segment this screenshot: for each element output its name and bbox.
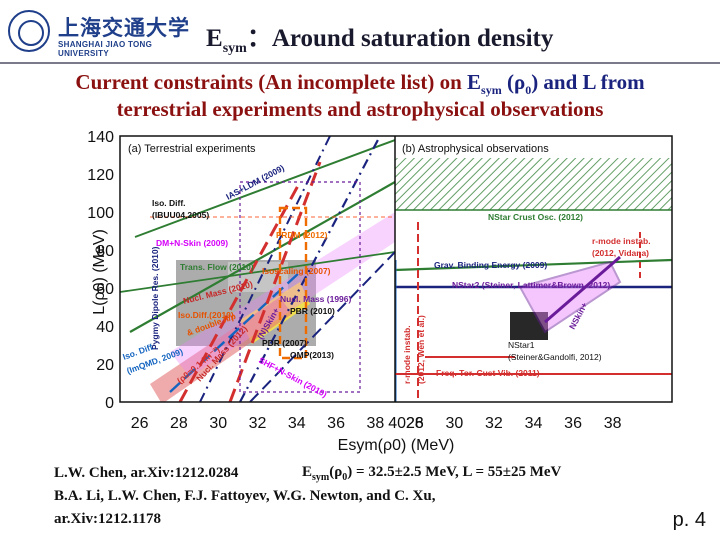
panel-b-title: (b) Astrophysical observations xyxy=(402,143,549,155)
x-tick-label: 36 xyxy=(327,415,345,432)
title-divider xyxy=(0,62,720,64)
crust-osc-band xyxy=(395,158,672,210)
logo-chinese-name: 上海交通大学 xyxy=(58,15,190,40)
label-nucl-mass-1996: Nucl. Mass (1996) xyxy=(280,294,352,304)
subtitle-line-2: terrestrial experiments and astrophysica… xyxy=(116,97,604,121)
label-frdm: FRDM (2012) xyxy=(276,230,328,240)
label-pdr-2007: PDR (2007) xyxy=(262,338,307,348)
y-tick-label: 80 xyxy=(96,243,114,260)
label-freq-tor: Freq. Tor. Cust Vib. (2011) xyxy=(436,368,540,378)
y-tick-label: 60 xyxy=(96,281,114,298)
label-nstar2: NStar2 (Steiner, Lattimer&Brown, 2012) xyxy=(452,280,610,290)
label-rmode-wen-ref: (2012, Wen et al.) xyxy=(416,315,426,384)
label-trans-flow: Trans. Flow (2010) xyxy=(180,262,254,272)
y-tick-label: 140 xyxy=(87,129,114,146)
x-tick-label: 4026 xyxy=(388,415,424,432)
label-isoscaling: Isoscaling (2007) xyxy=(262,266,331,276)
label-crust-osc: NStar Crust Osc. (2012) xyxy=(488,212,583,222)
x-tick-label: 30 xyxy=(445,415,463,432)
x-tick-label: 32 xyxy=(249,415,267,432)
label-ibuu04: (IBUU04,2005) xyxy=(152,210,209,220)
panel-b xyxy=(395,136,672,402)
x-tick-label: 26 xyxy=(131,415,149,432)
label-iso-diff: Iso. Diff. xyxy=(152,198,186,208)
constraint-figure: 0 20 40 60 80 100 120 140 26 28 30 32 34 36 38 28 30 32 3… xyxy=(87,129,673,454)
panel-a-title: (a) Terrestrial experiments xyxy=(128,143,256,155)
label-iso-diff-2010: Iso.Diff.(2010) xyxy=(178,310,234,320)
x-tick-label: 38 xyxy=(366,415,384,432)
label-rmode-vidana: r-mode instab. xyxy=(592,236,651,246)
label-nstar1: NStar1 xyxy=(508,340,535,350)
university-logo: 上海交通大学 SHANGHAI JIAO TONG UNIVERSITY xyxy=(8,10,198,58)
label-dm-nskin: DM+N-Skin (2009) xyxy=(156,238,228,248)
label-rmode-vidana-ref: (2012, Vidana) xyxy=(592,248,649,258)
y-tick-label: 120 xyxy=(87,167,114,184)
nstar1-box xyxy=(510,312,548,340)
reference-arxiv: ar.Xiv:1212.1178 xyxy=(54,511,161,527)
x-axis-label: Esym(ρ0) (MeV) xyxy=(338,437,455,454)
label-steiner-gandolfi: (Steiner&Gandolfi, 2012) xyxy=(508,352,602,362)
y-tick-label: 100 xyxy=(87,205,114,222)
y-axis-label: L(ρ0) (MeV) xyxy=(91,229,108,315)
label-pygmy-dipole: Pygmy Dipole Res. (2010) xyxy=(150,246,160,350)
logo-english-name: SHANGHAI JIAO TONG UNIVERSITY xyxy=(58,40,153,58)
panel-a xyxy=(120,136,395,402)
x-tick-label: 32 xyxy=(485,415,503,432)
reference-chen: L.W. Chen, ar.Xiv:1212.0284 xyxy=(54,465,239,481)
y-tick-label: 0 xyxy=(105,395,114,412)
x-tick-label: 28 xyxy=(406,415,424,432)
x-tick-label: 36 xyxy=(564,415,582,432)
y-tick-label: 40 xyxy=(96,319,114,336)
constraint-result: Esym(ρ0) = 32.5±2.5 MeV, L = 55±25 MeV xyxy=(302,464,562,483)
x-tick-label: 38 xyxy=(604,415,622,432)
label-grav-binding: Grav. Binding Energy (2009) xyxy=(434,260,547,270)
university-seal-icon xyxy=(8,10,50,52)
x-tick-label: 30 xyxy=(209,415,227,432)
page-number: p. 4 xyxy=(672,509,706,531)
label-omp: OMP(2013) xyxy=(290,350,334,360)
x-tick-label: 34 xyxy=(525,415,543,432)
reference-li: B.A. Li, L.W. Chen, F.J. Fattoyev, W.G. … xyxy=(54,488,436,504)
y-tick-label: 20 xyxy=(96,357,114,374)
x-tick-label: 28 xyxy=(170,415,188,432)
magenta-band xyxy=(170,212,395,377)
label-rmode-wen: r-mode instab. xyxy=(402,325,412,384)
red-band xyxy=(150,297,292,402)
subtitle-line-1: Current constraints (An incomplete list)… xyxy=(75,70,645,98)
label-pbr: PBR (2010) xyxy=(290,306,335,316)
x-tick-label: 34 xyxy=(288,415,306,432)
slide-title: Esym：Around saturation density xyxy=(206,25,554,56)
